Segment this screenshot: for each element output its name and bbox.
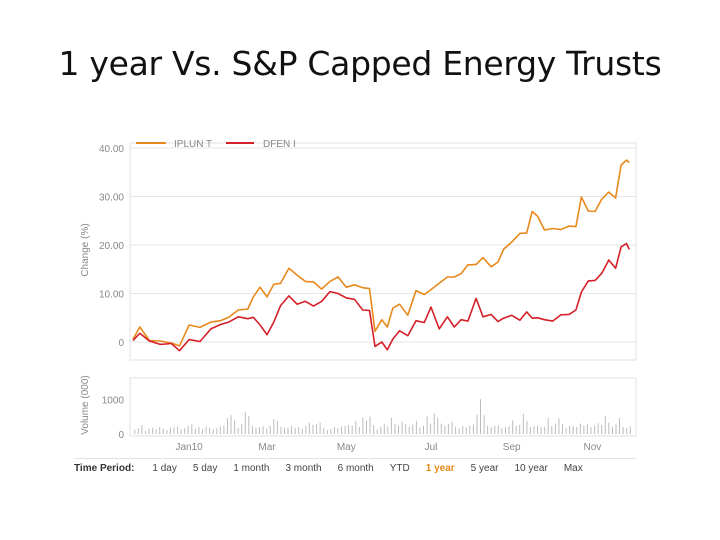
x-tick-label: Mar xyxy=(258,442,276,453)
price-tick-label: 30.00 xyxy=(99,193,124,204)
x-tick-label: Nov xyxy=(584,442,602,453)
period-1-year[interactable]: 1 year xyxy=(425,462,455,474)
legend: IPLUN T DFEN I xyxy=(136,139,296,150)
time-period-bar: Time Period: 1 day 5 day 1 month 3 month… xyxy=(74,460,636,476)
time-period-label: Time Period: xyxy=(74,462,135,474)
price-tick-label: 0 xyxy=(118,338,124,349)
period-10-year[interactable]: 10 year xyxy=(514,462,548,474)
period-ytd[interactable]: YTD xyxy=(389,462,410,474)
x-tick-label: Jul xyxy=(425,442,438,453)
volume-panel-frame xyxy=(129,377,637,437)
volume-axis-label: Volume (000) xyxy=(80,375,91,434)
volume-panel: 1000 0 Volume (000) xyxy=(80,375,637,441)
period-6-month[interactable]: 6 month xyxy=(337,462,374,474)
volume-bars xyxy=(134,399,631,434)
period-5-day[interactable]: 5 day xyxy=(192,462,218,474)
slide-title: 1 year Vs. S&P Capped Energy Trusts xyxy=(58,44,662,83)
period-3-month[interactable]: 3 month xyxy=(285,462,322,474)
x-tick-label: Sep xyxy=(503,442,521,453)
period-separator xyxy=(74,458,636,459)
legend-label-series-2: DFEN I xyxy=(263,139,296,150)
x-tick-label: Jan10 xyxy=(175,442,203,453)
period-1-day[interactable]: 1 day xyxy=(152,462,177,474)
volume-tick-label: 0 xyxy=(118,430,124,441)
price-axis-label: Change (%) xyxy=(80,223,91,276)
period-1-month[interactable]: 1 month xyxy=(233,462,270,474)
price-panel: 40.00 30.00 20.00 10.00 0 Change (%) IPLUN T… xyxy=(80,139,637,361)
price-lines xyxy=(132,159,631,352)
x-tick-label: May xyxy=(337,442,356,453)
legend-label-series-1: IPLUN T xyxy=(174,139,212,150)
price-tick-label: 20.00 xyxy=(99,241,124,252)
x-axis-ticks: Jan10 Mar May Jul Sep Nov xyxy=(175,442,601,453)
series-line-2 xyxy=(132,242,631,352)
price-tick-label: 10.00 xyxy=(99,290,124,301)
volume-tick-label: 1000 xyxy=(102,395,125,406)
price-gridlines xyxy=(130,147,636,343)
price-panel-frame xyxy=(129,142,637,361)
price-axis-ticks: 40.00 30.00 20.00 10.00 0 xyxy=(99,144,124,349)
series-line-1 xyxy=(132,159,630,347)
period-5-year[interactable]: 5 year xyxy=(470,462,499,474)
price-tick-label: 40.00 xyxy=(99,144,124,155)
period-max[interactable]: Max xyxy=(563,462,583,474)
volume-axis-ticks: 1000 0 xyxy=(102,395,125,441)
